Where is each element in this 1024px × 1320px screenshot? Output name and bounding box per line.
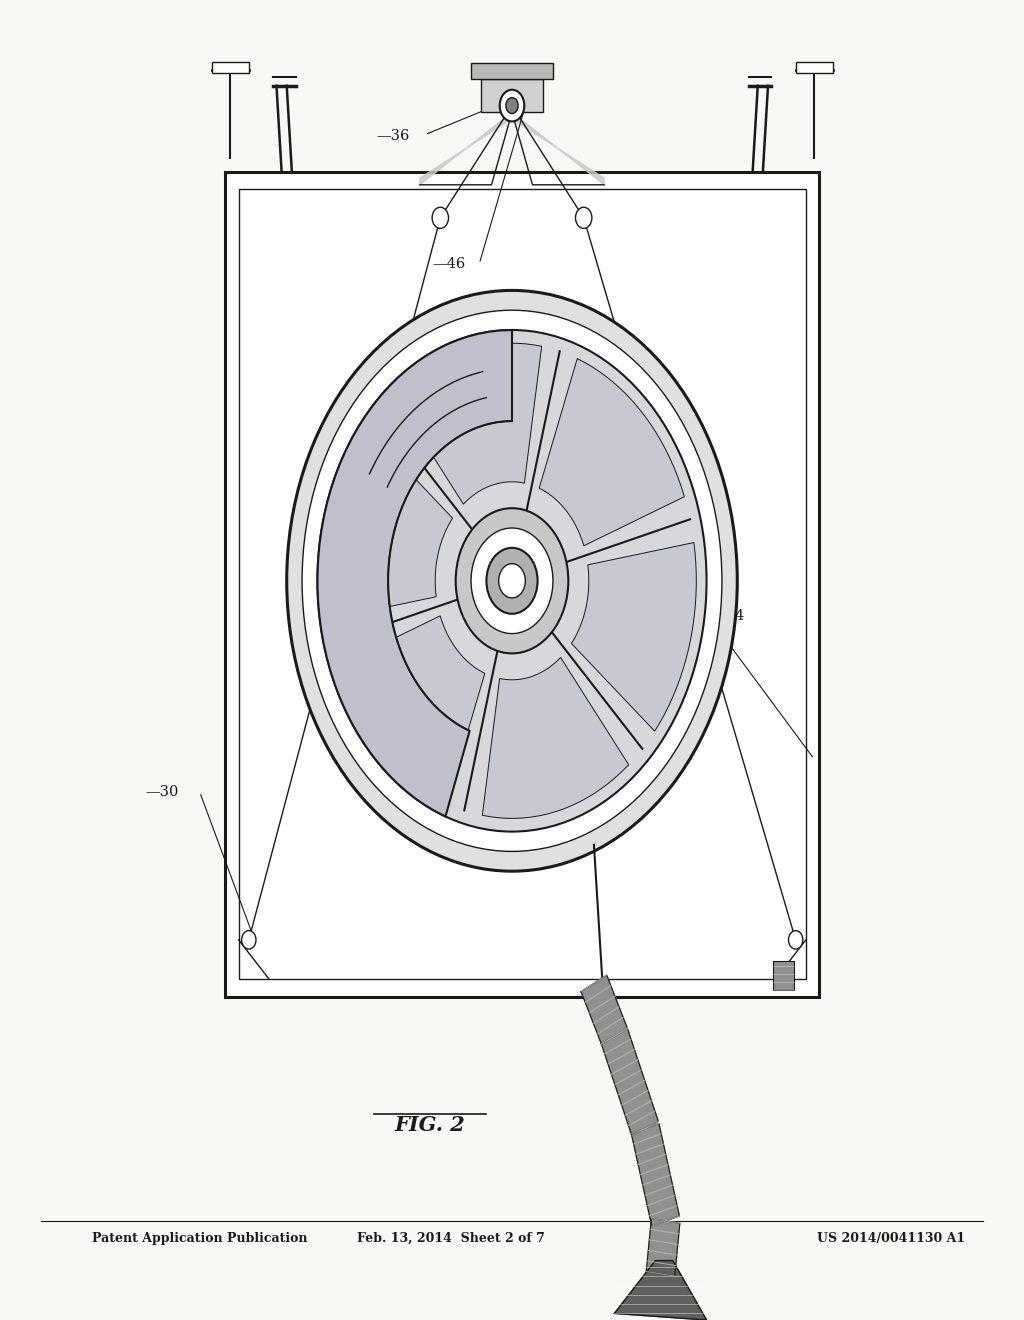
Text: —46: —46 — [433, 257, 466, 271]
Polygon shape — [601, 1028, 658, 1137]
Circle shape — [287, 290, 737, 871]
Text: —32: —32 — [655, 471, 688, 484]
Bar — [225, 172, 819, 997]
Text: —30: —30 — [145, 785, 179, 799]
Circle shape — [302, 310, 722, 851]
Bar — [773, 961, 794, 990]
Circle shape — [317, 330, 707, 832]
Circle shape — [575, 207, 592, 228]
Text: 44: 44 — [479, 651, 498, 664]
Polygon shape — [328, 430, 453, 619]
Bar — [796, 62, 833, 73]
Circle shape — [432, 207, 449, 228]
Text: Patent Application Publication: Patent Application Publication — [92, 1232, 307, 1245]
Polygon shape — [482, 657, 629, 818]
Bar — [481, 79, 543, 112]
Text: —34: —34 — [712, 610, 744, 623]
Text: —36: —36 — [376, 129, 410, 143]
Polygon shape — [646, 1218, 680, 1276]
Polygon shape — [614, 1261, 707, 1320]
Circle shape — [500, 90, 524, 121]
Text: US 2014/0041130 A1: US 2014/0041130 A1 — [817, 1232, 965, 1245]
Polygon shape — [540, 359, 684, 545]
Polygon shape — [317, 330, 512, 817]
Polygon shape — [581, 975, 628, 1044]
Circle shape — [788, 931, 803, 949]
Polygon shape — [340, 616, 484, 803]
Polygon shape — [395, 343, 542, 504]
Circle shape — [242, 931, 256, 949]
Polygon shape — [420, 112, 604, 185]
Bar — [212, 62, 249, 73]
Circle shape — [506, 98, 518, 114]
Bar — [471, 63, 553, 79]
Circle shape — [456, 508, 568, 653]
Circle shape — [471, 528, 553, 634]
Text: 42: 42 — [350, 632, 369, 645]
Circle shape — [499, 564, 525, 598]
Bar — [239, 189, 806, 979]
Text: Feb. 13, 2014  Sheet 2 of 7: Feb. 13, 2014 Sheet 2 of 7 — [356, 1232, 545, 1245]
Circle shape — [486, 548, 538, 614]
Polygon shape — [632, 1123, 679, 1226]
Text: 45: 45 — [325, 586, 343, 599]
Text: FIG. 2: FIG. 2 — [394, 1114, 466, 1135]
Polygon shape — [571, 543, 696, 731]
